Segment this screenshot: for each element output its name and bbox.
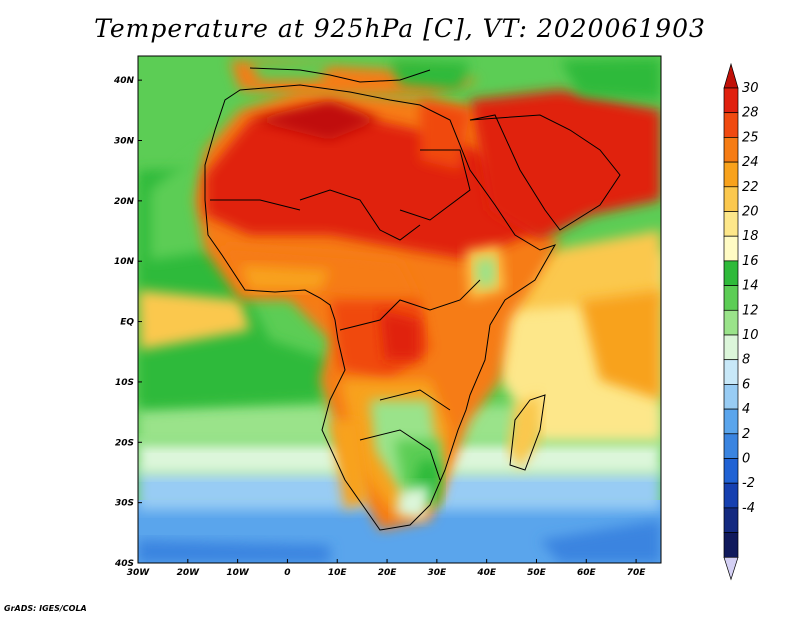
lat-tick-label: 40S [114,559,134,569]
lon-tick-label: 50E [527,568,547,578]
lon-tick-label: 40E [476,568,497,578]
colorbar-label: 12 [742,303,759,318]
colorbar-label: -4 [742,501,755,516]
lon-tick-label: 30E [428,568,448,578]
colorbar-swatch [723,408,739,435]
colorbar-swatch [723,285,739,311]
longitude-axis: 30W 20W 10W 0 10E 20E 30E 40E 50E 60E 70E [127,559,647,578]
lat-tick-label: 10N [114,257,135,267]
colorbar-swatch [723,260,739,286]
colorbar-swatch [723,334,739,361]
colorbar-label: 22 [742,180,759,195]
colorbar-swatch [723,433,739,459]
colorbar-swatch [723,235,739,262]
colorbar-swatch [723,309,739,336]
colorbar-label: 25 [742,130,759,145]
colorbar-label: 20 [742,205,759,220]
grads-credit: GrADS: IGES/COLA [4,604,87,613]
colorbar-swatch [723,211,739,237]
lat-tick-label: 20S [115,438,134,448]
lat-tick-label: 40N [113,76,135,86]
colorbar-swatch [723,458,739,484]
lon-tick-label: 20E [378,568,398,578]
lon-tick-label: 10E [328,568,348,578]
map-frame [137,55,662,564]
colorbar-swatch [723,359,739,385]
colorbar-swatch [723,161,739,188]
lon-tick-label: 70E [627,568,647,578]
lat-tick-label: 20N [114,197,135,207]
colorbar-swatch [723,507,739,533]
colorbar-swatch [723,87,739,114]
lon-tick-label: 0 [284,568,290,578]
colorbar-top-arrow [723,62,739,89]
lat-tick-label: 10S [115,378,134,388]
colorbar-label: 0 [742,452,750,467]
colorbar-label: 10 [742,328,759,343]
colorbar-label: 14 [742,279,759,294]
colorbar-label: 18 [742,229,759,244]
colorbar-swatch [723,384,739,410]
colorbar-label: 24 [742,155,759,170]
colorbar-label: 4 [742,402,750,417]
chart-title: Temperature at 925hPa [C], VT: 202006190… [94,14,706,43]
colorbar-swatch [723,137,739,163]
lon-tick-label: 30W [127,568,151,578]
lon-tick-label: 10W [226,568,250,578]
colorbar-swatch [723,532,739,558]
colorbar-label: 8 [742,353,750,368]
temperature-field [138,56,661,563]
colorbar-swatch [723,112,739,138]
colorbar-bottom-arrow [723,556,739,581]
colorbar-label: 30 [742,81,759,96]
lon-tick-label: 60E [577,568,597,578]
coastlines [204,67,621,531]
lat-tick-label: 30N [114,137,135,147]
colorbar-label: 16 [742,254,759,269]
colorbar-label: 28 [742,106,759,121]
latitude-axis: 40N 30N 20N 10N EQ 10S 20S 30S 40S [113,76,142,569]
colorbar-label: 2 [742,427,750,442]
lat-tick-label: 30S [115,499,134,509]
colorbar-label: -2 [742,476,755,491]
colorbar-label: 6 [742,377,750,392]
lon-tick-label: 20W [177,568,201,578]
lat-tick-label: EQ [120,318,134,328]
colorbar-swatch [723,186,739,212]
colorbar-swatch [723,482,739,509]
